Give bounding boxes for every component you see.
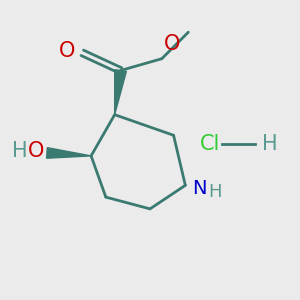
Text: Cl: Cl	[200, 134, 221, 154]
Text: H: H	[208, 183, 221, 201]
Polygon shape	[115, 70, 126, 115]
Text: H: H	[262, 134, 278, 154]
Polygon shape	[46, 148, 91, 158]
Text: O: O	[28, 142, 44, 161]
Text: O: O	[164, 34, 181, 54]
Text: N: N	[192, 179, 206, 198]
Text: O: O	[58, 41, 75, 62]
Text: H: H	[12, 142, 28, 161]
